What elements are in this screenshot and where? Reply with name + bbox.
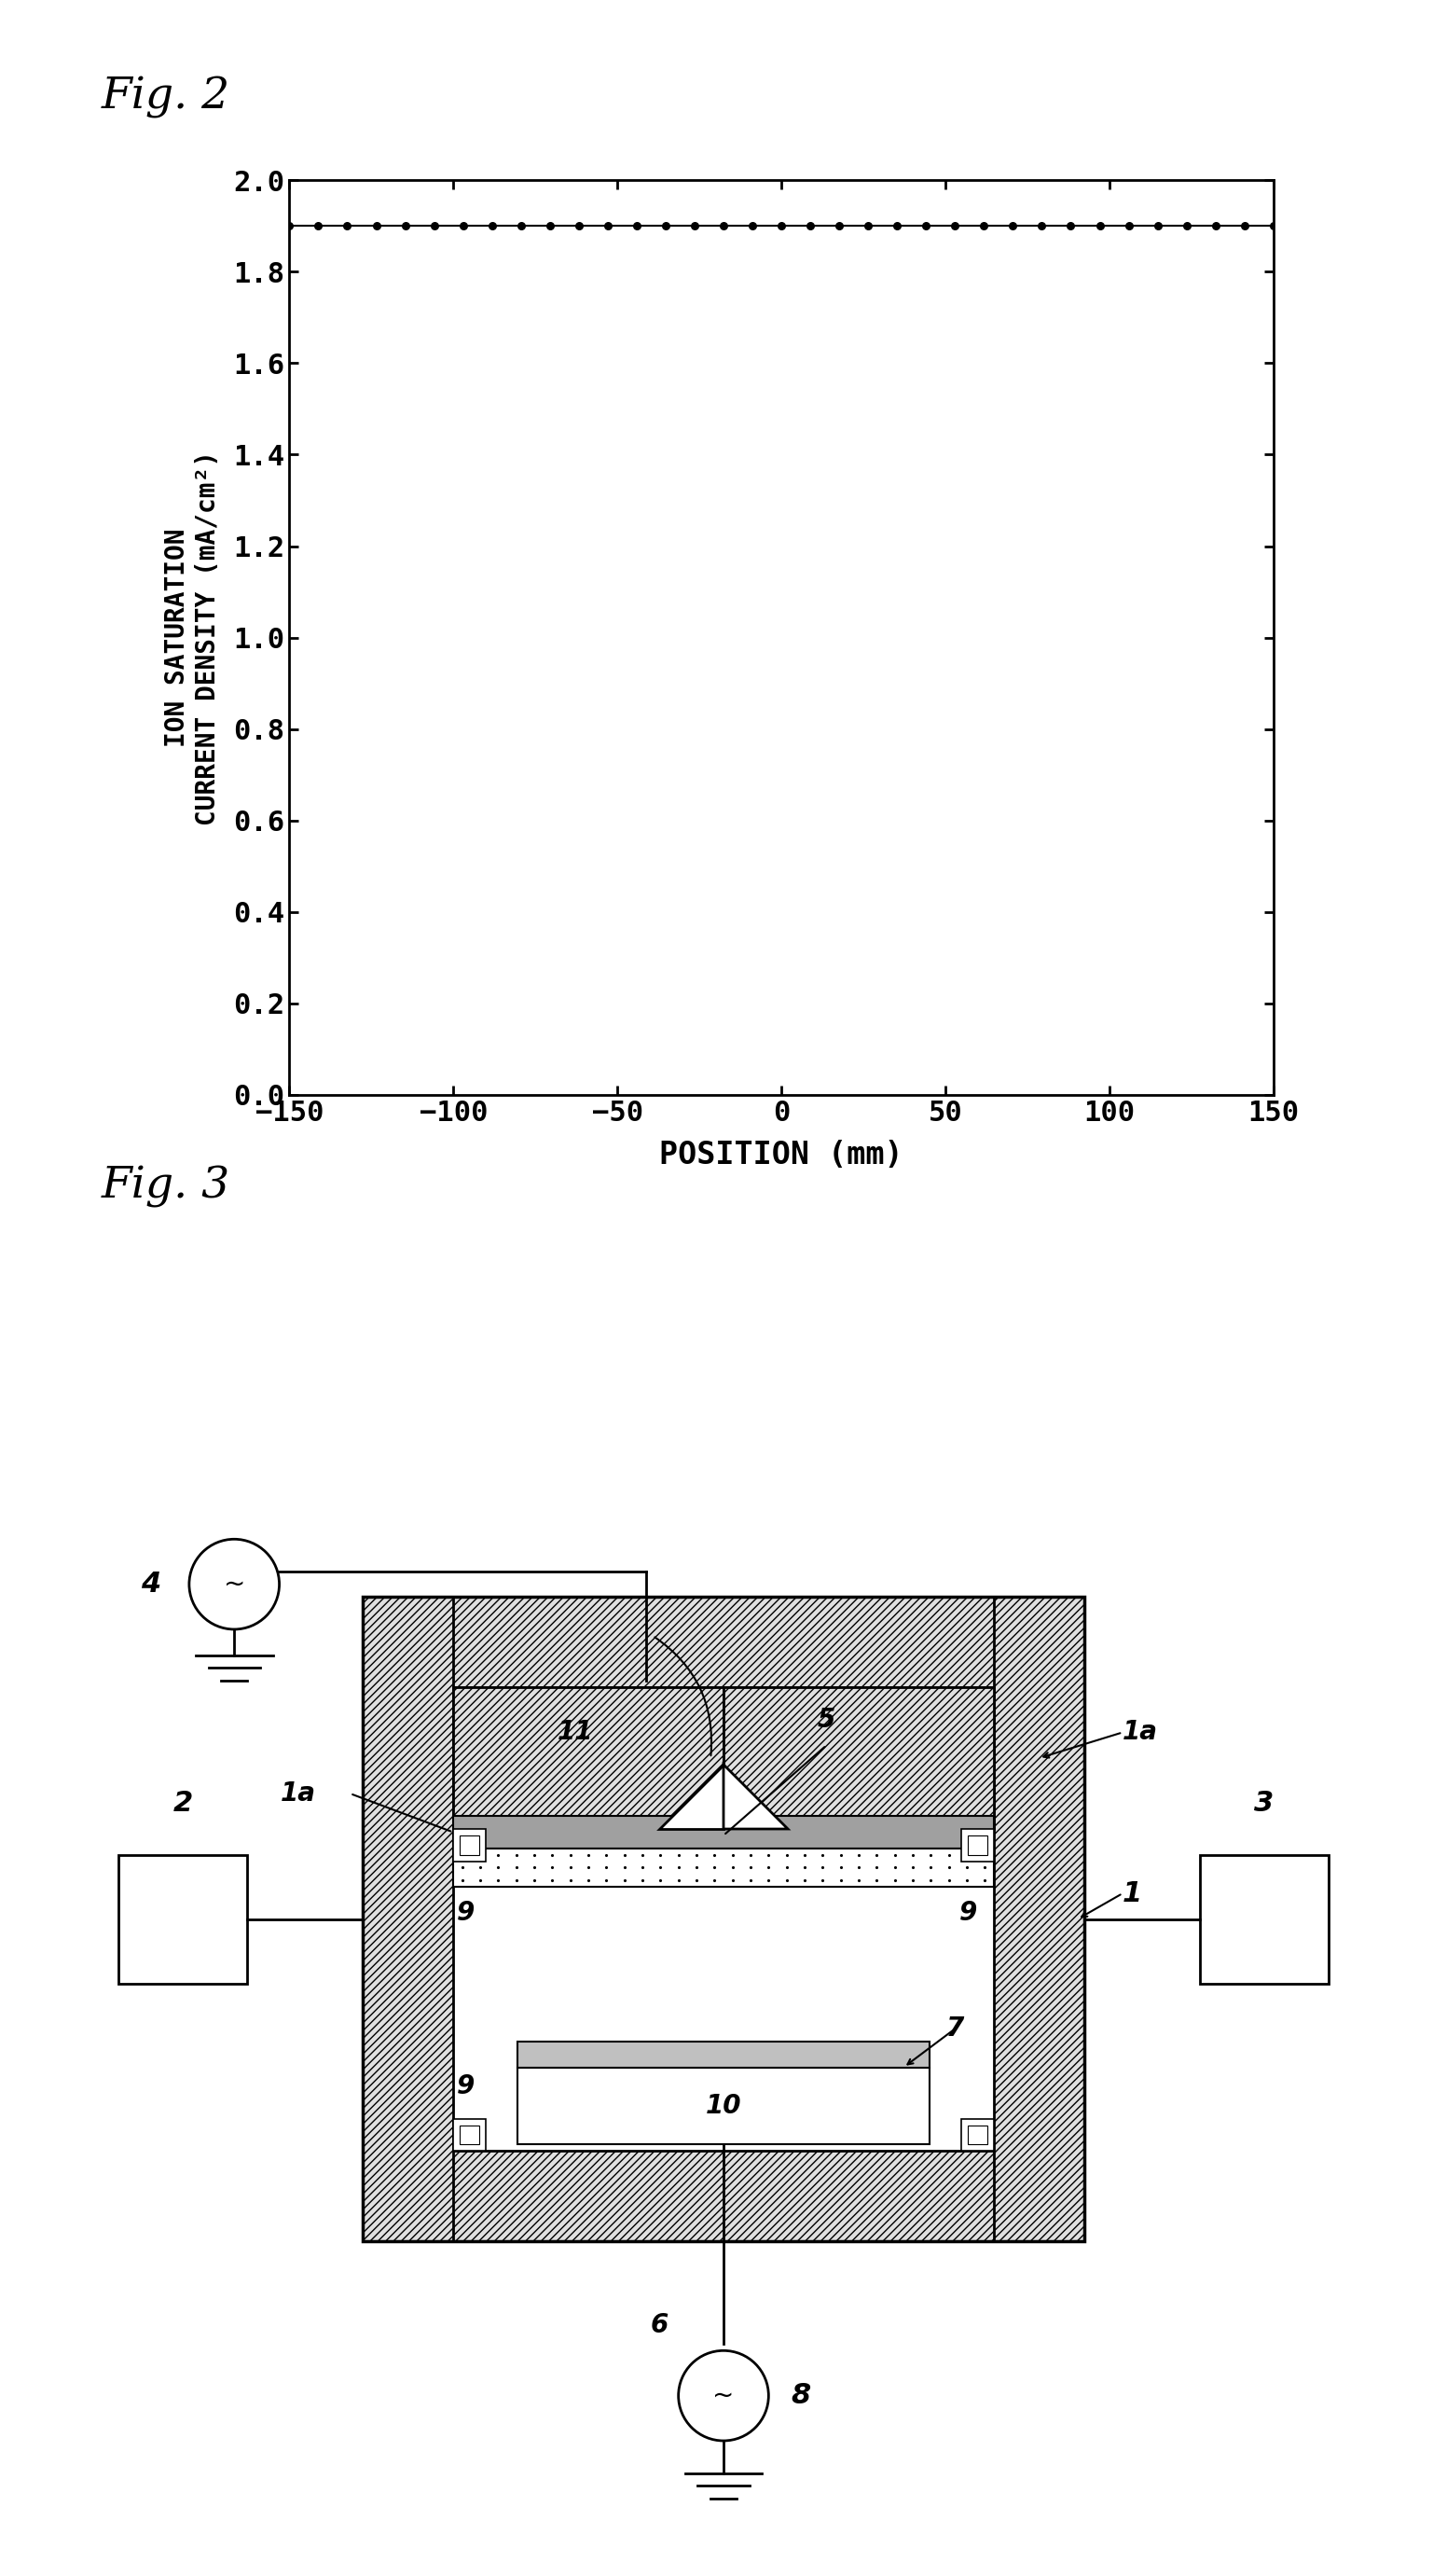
Bar: [453, 1687, 724, 1829]
Bar: [363, 1597, 1084, 2241]
Point: [307, 206, 330, 247]
Text: 5: 5: [818, 1705, 835, 1734]
Point: [336, 206, 359, 247]
Text: 6: 6: [650, 2311, 669, 2339]
Point: [451, 206, 475, 247]
Text: 10: 10: [706, 2092, 741, 2120]
Bar: [518, 2066, 929, 2143]
Point: [394, 206, 417, 247]
Point: [1030, 206, 1053, 247]
Text: 4: 4: [140, 1571, 161, 1597]
Bar: [968, 2125, 987, 2143]
Point: [770, 206, 793, 247]
Text: Fig. 2: Fig. 2: [101, 75, 230, 118]
Polygon shape: [724, 1765, 787, 1829]
Bar: [962, 2117, 994, 2151]
Text: 9: 9: [457, 1899, 475, 1927]
Point: [480, 206, 504, 247]
Y-axis label: ION SATURATION
CURRENT DENSITY (mA/cm²): ION SATURATION CURRENT DENSITY (mA/cm²): [164, 451, 220, 824]
Bar: [453, 1829, 485, 1860]
Point: [654, 206, 677, 247]
Point: [538, 206, 561, 247]
Bar: [460, 2125, 479, 2143]
Text: 7: 7: [946, 2014, 964, 2043]
Bar: [453, 2117, 485, 2151]
Bar: [363, 1597, 1084, 1687]
Text: 1a: 1a: [281, 1780, 317, 1806]
Text: 1: 1: [1123, 1880, 1143, 1906]
Point: [741, 206, 764, 247]
Point: [1233, 206, 1256, 247]
Bar: [724, 1687, 994, 1829]
Bar: [363, 1597, 453, 2241]
Bar: [460, 1834, 479, 1855]
Point: [423, 206, 446, 247]
Point: [857, 206, 880, 247]
Point: [1001, 206, 1024, 247]
Text: 9: 9: [457, 2074, 475, 2099]
Text: 8: 8: [792, 2383, 810, 2409]
Point: [596, 206, 619, 247]
Text: ~: ~: [712, 2383, 735, 2409]
Point: [828, 206, 851, 247]
Point: [567, 206, 590, 247]
Bar: [119, 1855, 247, 1984]
Point: [972, 206, 996, 247]
Bar: [968, 1834, 987, 1855]
Bar: [518, 2040, 929, 2066]
Text: 1a: 1a: [1123, 1718, 1158, 1747]
X-axis label: POSITION (mm): POSITION (mm): [660, 1139, 903, 1170]
Point: [1117, 206, 1140, 247]
Point: [1204, 206, 1227, 247]
Bar: [363, 2151, 1084, 2241]
Bar: [453, 1687, 994, 2151]
Point: [1262, 206, 1285, 247]
Circle shape: [679, 2349, 768, 2442]
Bar: [453, 1816, 994, 1850]
Text: 11: 11: [557, 1718, 593, 1747]
Point: [799, 206, 822, 247]
Text: 2: 2: [172, 1790, 192, 1816]
Point: [625, 206, 648, 247]
Circle shape: [190, 1540, 279, 1631]
Point: [943, 206, 967, 247]
Text: ~: ~: [223, 1571, 245, 1597]
Point: [1088, 206, 1111, 247]
Point: [278, 206, 301, 247]
Polygon shape: [660, 1765, 724, 1829]
Bar: [994, 1597, 1084, 2241]
Bar: [453, 1850, 994, 1886]
Bar: [962, 1829, 994, 1860]
Point: [915, 206, 938, 247]
Text: 9: 9: [959, 1899, 977, 1927]
Point: [886, 206, 909, 247]
Point: [712, 206, 735, 247]
Point: [1146, 206, 1169, 247]
Point: [683, 206, 706, 247]
Text: 3: 3: [1255, 1790, 1275, 1816]
Text: Fig. 3: Fig. 3: [101, 1164, 230, 1208]
Bar: [1200, 1855, 1328, 1984]
Point: [1059, 206, 1082, 247]
Point: [509, 206, 532, 247]
Point: [365, 206, 388, 247]
Point: [1175, 206, 1198, 247]
